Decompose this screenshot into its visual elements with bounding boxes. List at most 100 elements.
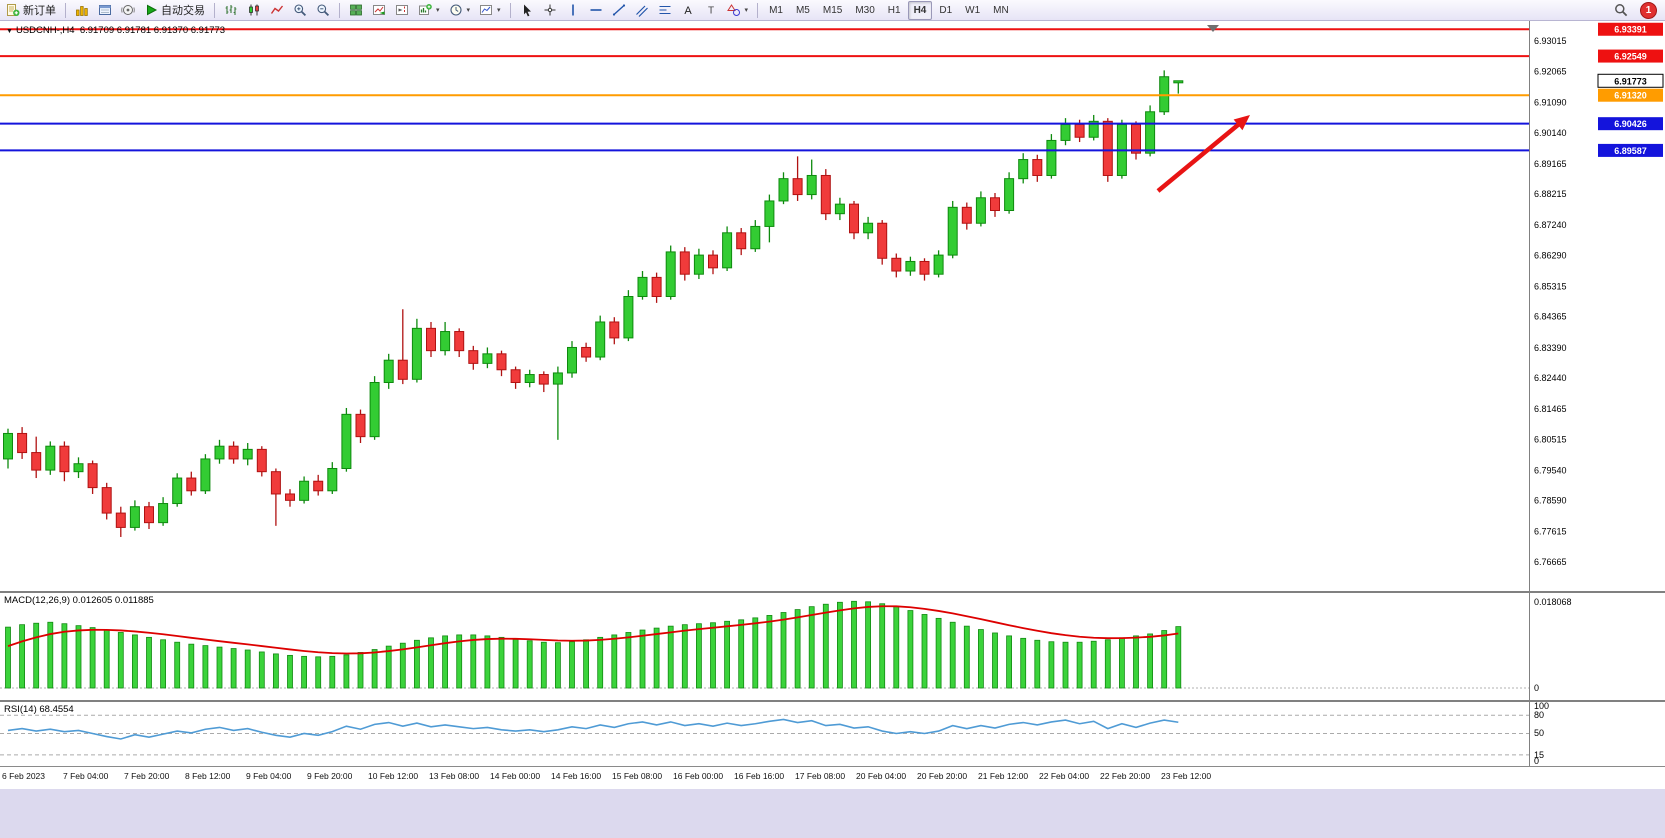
- price-line-tag: [1598, 117, 1663, 131]
- timeframe-h4-button[interactable]: H4: [907, 0, 933, 20]
- fibonacci-tool-button[interactable]: [654, 0, 676, 21]
- macd-panel-svg: 0.018068 0: [0, 592, 1665, 701]
- candle: [933, 254, 944, 275]
- candle: [59, 445, 70, 473]
- shapes-tool-button[interactable]: ▾: [723, 0, 753, 21]
- timeframe-m30-button[interactable]: M30: [855, 4, 875, 16]
- line-chart-button[interactable]: [266, 0, 288, 21]
- notifications-badge[interactable]: 1: [1640, 1, 1657, 19]
- chart-title: ▼ USDCNH-,H4 6.91709 6.91781 6.91370 6.91…: [6, 25, 225, 36]
- timeframe-h1-button[interactable]: H1: [887, 4, 901, 16]
- time-label: 20 Feb 20:00: [917, 771, 968, 781]
- time-label: 16 Feb 00:00: [673, 771, 724, 781]
- candle: [242, 448, 253, 460]
- time-label: 22 Feb 20:00: [1100, 771, 1151, 781]
- crosshair-button[interactable]: [539, 0, 561, 21]
- candle: [285, 493, 295, 501]
- macd-histogram-bar: [978, 629, 984, 689]
- tile-windows-button[interactable]: [345, 0, 367, 21]
- channel-tool-button[interactable]: [631, 0, 653, 21]
- trendline-tool-button[interactable]: [608, 0, 630, 21]
- macd-histogram-bar: [710, 622, 716, 689]
- candle: [1088, 120, 1099, 138]
- macd-histogram-bar: [752, 617, 759, 689]
- data-window-button[interactable]: [94, 0, 116, 21]
- timeframe-d1-button[interactable]: D1: [939, 4, 953, 16]
- macd-histogram-bar: [244, 649, 251, 689]
- macd-histogram-bar: [329, 655, 336, 689]
- horizontal-line-tool-button[interactable]: [585, 0, 607, 21]
- chart-collapse-arrow-icon[interactable]: ▼: [6, 28, 13, 35]
- candle: [440, 331, 451, 352]
- candle: [200, 458, 211, 492]
- macd-histogram-bar: [611, 634, 618, 689]
- candlestick-chart-icon: [249, 4, 259, 16]
- zoom-out-button[interactable]: [312, 0, 334, 21]
- timeframe-w1-button[interactable]: W1: [965, 4, 981, 16]
- candle: [1046, 139, 1057, 176]
- candle: [919, 260, 930, 275]
- candle: [806, 174, 817, 196]
- vertical-line-tool-button[interactable]: [562, 0, 584, 21]
- candle: [228, 445, 239, 460]
- macd-histogram-bar: [75, 625, 82, 689]
- navigator-button[interactable]: [117, 0, 139, 21]
- chart-shift-icon: [396, 5, 408, 15]
- macd-histogram-bar: [879, 603, 886, 689]
- rsi-axis-label: 100: [1534, 701, 1549, 711]
- price-axis-label: 6.80515: [1534, 434, 1567, 444]
- crosshair-icon: [544, 4, 556, 16]
- new-order-button[interactable]: 新订单: [2, 0, 60, 21]
- timeframe-m5-button[interactable]: M5: [795, 4, 810, 16]
- search-button[interactable]: [1610, 0, 1632, 21]
- candle: [158, 503, 169, 524]
- templates-button[interactable]: ▾: [475, 0, 505, 21]
- candlestick-chart-button[interactable]: [243, 0, 265, 21]
- text-tool-button[interactable]: A: [677, 0, 699, 21]
- timeframe-m1-button[interactable]: M1: [769, 4, 783, 16]
- new-chart-button[interactable]: ▾: [414, 0, 444, 21]
- macd-histogram-bar: [865, 601, 871, 689]
- autotrading-button[interactable]: 自动交易: [140, 0, 209, 21]
- candle: [3, 432, 13, 460]
- price-axis-label: 6.87240: [1534, 220, 1567, 230]
- bars-chart-button[interactable]: [220, 0, 242, 21]
- candle: [270, 471, 281, 495]
- macd-histogram-bar: [893, 606, 900, 689]
- candle: [313, 480, 324, 492]
- time-label: 14 Feb 00:00: [490, 771, 541, 781]
- time-axis[interactable]: 6 Feb 2023 7 Feb 04:00 7 Feb 20:00 8 Feb 12…: [0, 766, 1665, 789]
- trend-arrow[interactable]: [1156, 119, 1244, 193]
- window-background: [0, 788, 1665, 838]
- timeframe-mn-button[interactable]: MN: [993, 4, 1009, 16]
- candle: [31, 452, 42, 471]
- zoom-in-button[interactable]: [289, 0, 311, 21]
- candle: [947, 206, 958, 256]
- horizontal-line-icon: [590, 9, 602, 11]
- chart-shift-button[interactable]: [391, 0, 413, 21]
- candle: [482, 353, 493, 364]
- periods-button[interactable]: ▾: [445, 0, 475, 21]
- macd-histogram-bar: [696, 623, 702, 689]
- candle: [426, 327, 436, 352]
- chart-shift-marker[interactable]: [1207, 25, 1219, 32]
- trend-arrow-head: [1233, 115, 1250, 131]
- label-tool-button[interactable]: T: [700, 0, 722, 21]
- timeframe-m15-button[interactable]: M15: [822, 4, 843, 16]
- channel-icon: [635, 5, 648, 17]
- macd-histogram-bar: [1048, 641, 1055, 689]
- macd-histogram-bar: [681, 624, 688, 689]
- cursor-button[interactable]: [516, 0, 538, 21]
- time-label: 13 Feb 08:00: [429, 771, 480, 781]
- clock-icon: [449, 4, 462, 16]
- candle: [101, 487, 112, 514]
- price-axis-label: 6.78590: [1534, 496, 1567, 506]
- candle: [214, 445, 225, 460]
- market-watch-button[interactable]: [71, 0, 93, 21]
- auto-scroll-button[interactable]: [368, 0, 390, 21]
- macd-histogram-bar: [808, 606, 815, 689]
- current-price-tag: [1597, 73, 1664, 88]
- macd-histogram-bar: [724, 620, 730, 689]
